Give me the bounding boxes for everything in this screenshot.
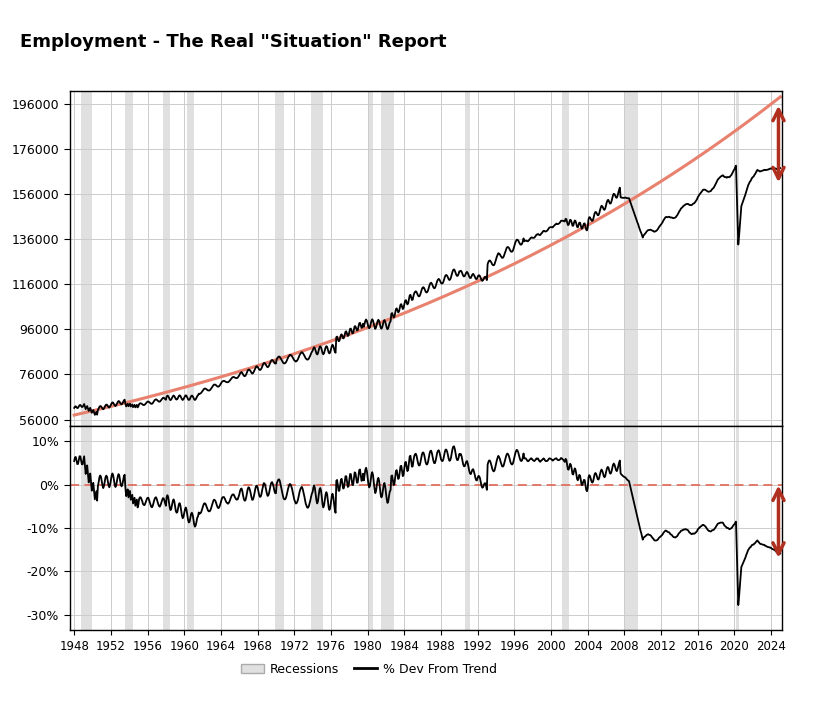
Bar [736,426,739,630]
Bar [464,426,470,630]
Bar [368,90,373,426]
Bar [464,90,470,426]
Bar [562,90,568,426]
Bar [736,90,739,426]
Bar [381,426,395,630]
Legend: Recessions, % Dev From Trend: Recessions, % Dev From Trend [236,657,502,681]
Bar [125,426,133,630]
Bar [381,90,395,426]
Bar [275,90,283,426]
Bar [81,426,92,630]
Bar [81,90,92,426]
Bar [187,90,194,426]
Text: Employment - The Real "Situation" Report: Employment - The Real "Situation" Report [20,33,447,51]
Bar [187,426,194,630]
Bar [562,426,568,630]
Bar [163,90,170,426]
Legend: Recessions, Linear Trend, Employed Persons: Recessions, Linear Trend, Employed Perso… [175,436,563,459]
Bar [624,426,638,630]
Bar [368,426,373,630]
Bar [125,90,133,426]
Bar [624,90,638,426]
Bar [311,90,324,426]
Bar [163,426,170,630]
Bar [311,426,324,630]
Bar [275,426,283,630]
